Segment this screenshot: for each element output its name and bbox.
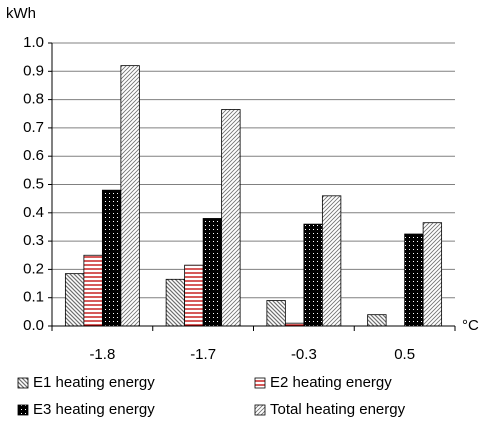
- bar: [221, 109, 241, 327]
- y-tick-label: 0.0: [23, 317, 44, 334]
- x-tick-label: -1.8: [89, 346, 115, 363]
- legend-swatch: [17, 404, 29, 416]
- y-tick-label: 0.8: [23, 91, 44, 108]
- x-unit: °C: [462, 317, 479, 334]
- y-tick-label: 0.3: [23, 232, 44, 249]
- x-tick-label: -0.3: [291, 346, 317, 363]
- legend-swatch: [17, 377, 29, 389]
- legend-swatch: [254, 377, 266, 389]
- bar: [83, 254, 103, 327]
- y-tick-label: 0.1: [23, 289, 44, 306]
- y-unit: kWh: [6, 5, 36, 22]
- bar: [101, 189, 122, 327]
- y-tick-label: 0.6: [23, 147, 44, 164]
- bar: [266, 300, 286, 327]
- y-tick-label: 1.0: [23, 34, 44, 51]
- bar: [367, 314, 387, 327]
- legend-label: Total heating energy: [270, 401, 406, 418]
- bar: [404, 233, 424, 327]
- legend-label: E3 heating energy: [33, 401, 155, 418]
- bar: [202, 218, 223, 327]
- bar: [422, 222, 443, 327]
- legend-swatch: [254, 404, 266, 416]
- y-tick-label: 0.5: [23, 175, 44, 192]
- y-tick-label: 0.2: [23, 260, 44, 277]
- y-tick-label: 0.7: [23, 119, 44, 136]
- x-tick-label: -1.7: [190, 346, 216, 363]
- y-tick-label: 0.4: [23, 204, 44, 221]
- bar: [321, 195, 342, 327]
- bar: [303, 223, 323, 327]
- bar: [64, 273, 85, 327]
- bar: [184, 264, 204, 327]
- y-tick-label: 0.9: [23, 62, 44, 79]
- bar: [120, 65, 140, 327]
- x-tick-label: 0.5: [394, 346, 415, 363]
- legend-label: E1 heating energy: [33, 374, 155, 391]
- bar: [165, 278, 186, 327]
- legend-label: E2 heating energy: [270, 374, 392, 391]
